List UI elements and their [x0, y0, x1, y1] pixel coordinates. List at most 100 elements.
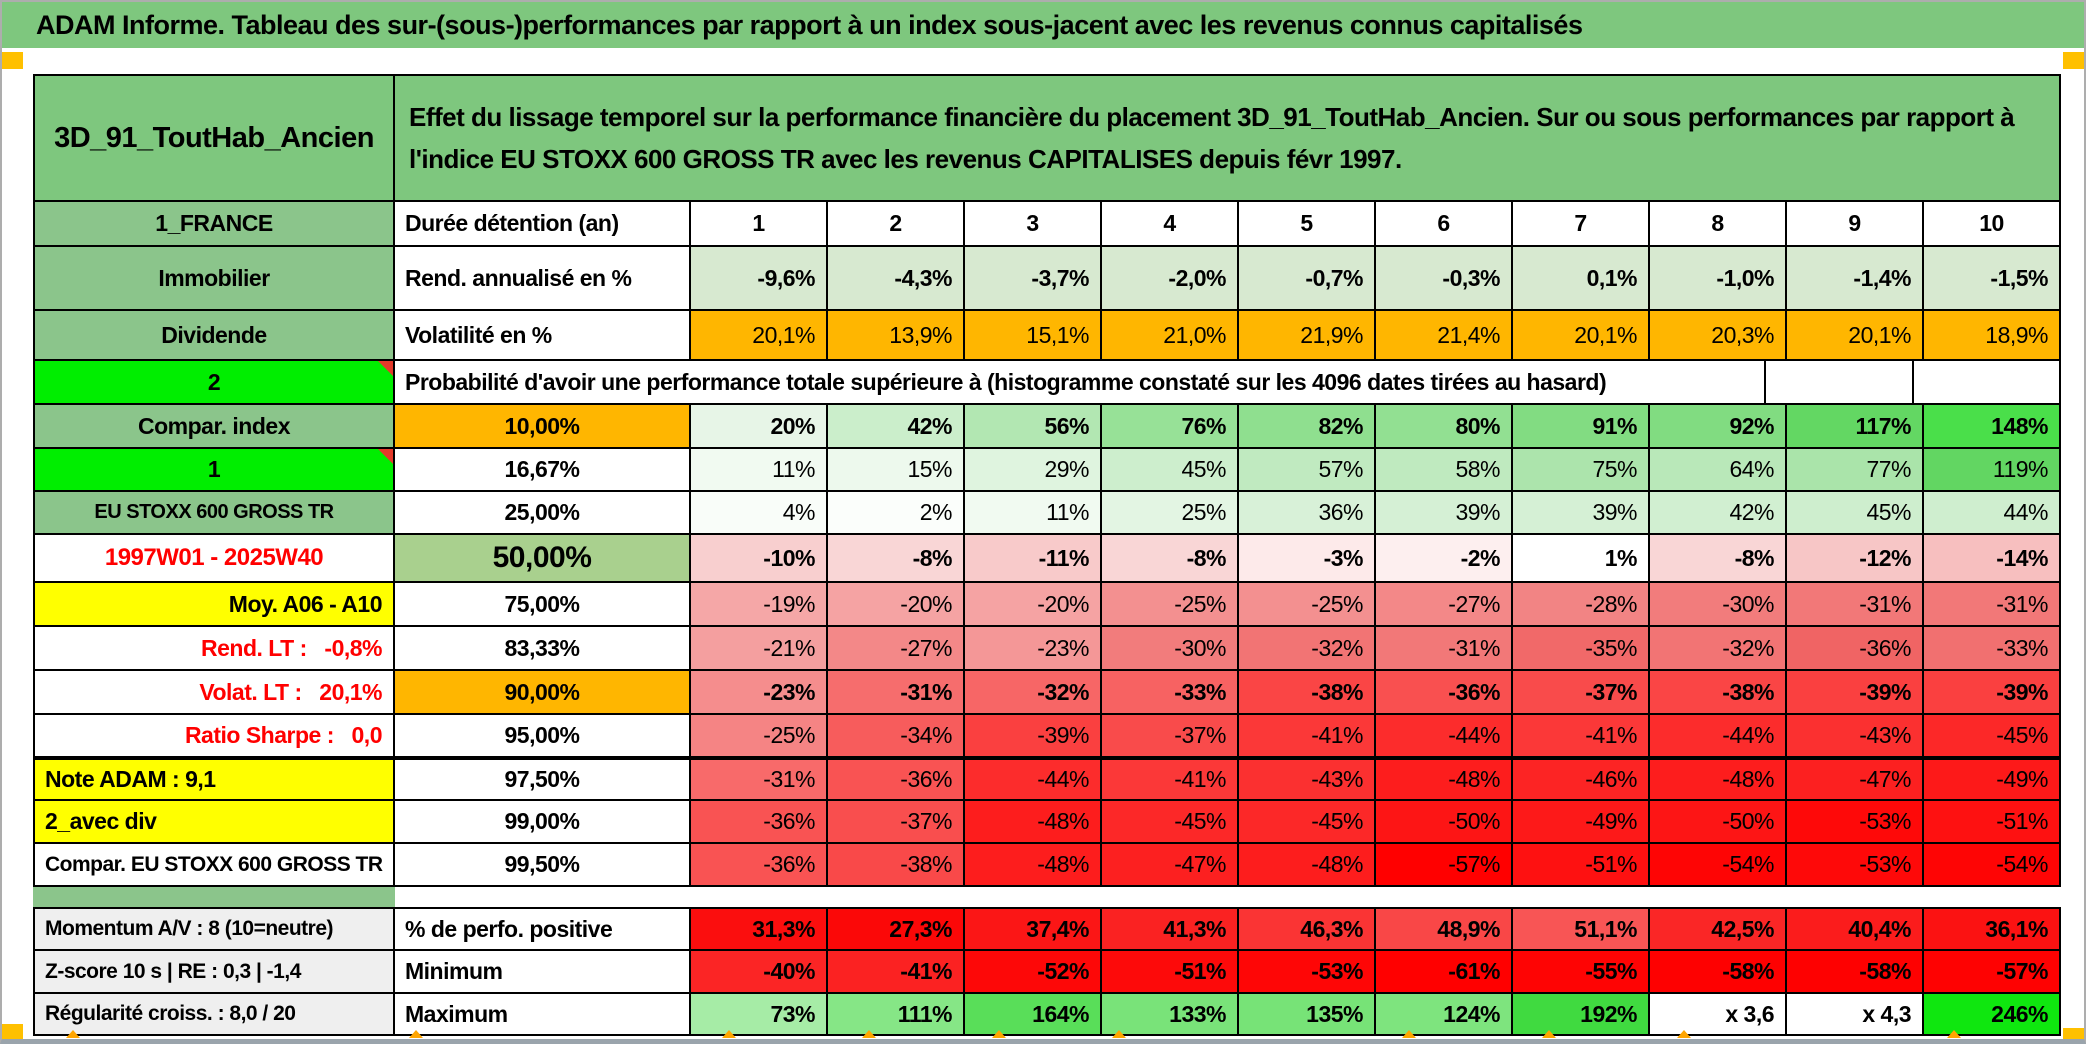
row-sublabel-cell-r10[interactable]: 90,00% — [395, 671, 691, 715]
data-cell-r9-c6[interactable]: -31% — [1376, 627, 1513, 671]
data-cell-r17-c2[interactable]: -41% — [828, 951, 965, 994]
data-cell-r8-c8[interactable]: -30% — [1650, 583, 1787, 627]
row-sublabel-cell-r13[interactable]: 99,00% — [395, 801, 691, 844]
row-label-cell-r1[interactable]: Immobilier — [33, 247, 395, 311]
row-sublabel-cell-r12[interactable]: 97,50% — [395, 760, 691, 801]
row-label-cell-r7[interactable]: 1997W01 - 2025W40 — [33, 535, 395, 583]
data-cell-r8-c7[interactable]: -28% — [1513, 583, 1650, 627]
data-cell-r6-c1[interactable]: 4% — [691, 492, 828, 535]
data-cell-r10-c8[interactable]: -38% — [1650, 671, 1787, 715]
row-sublabel-cell-r9[interactable]: 83,33% — [395, 627, 691, 671]
data-cell-r5-c1[interactable]: 11% — [691, 449, 828, 492]
data-cell-r1-c7[interactable]: 0,1% — [1513, 247, 1650, 311]
data-cell-r18-c1[interactable]: 73% — [691, 994, 828, 1036]
data-cell-r17-c3[interactable]: -52% — [965, 951, 1102, 994]
data-cell-r8-c4[interactable]: -25% — [1102, 583, 1239, 627]
data-cell-r6-c8[interactable]: 42% — [1650, 492, 1787, 535]
data-cell-r9-c10[interactable]: -33% — [1924, 627, 2061, 671]
row-label-cell-r18[interactable]: Régularité croiss. : 8,0 / 20 — [33, 994, 395, 1036]
data-cell-r9-c9[interactable]: -36% — [1787, 627, 1924, 671]
data-cell-r5-c7[interactable]: 75% — [1513, 449, 1650, 492]
row-sublabel-cell-r17[interactable]: Minimum — [395, 951, 691, 994]
data-cell-r13-c8[interactable]: -50% — [1650, 801, 1787, 844]
data-cell-r0-c1[interactable]: 1 — [691, 202, 828, 247]
data-cell-r7-c10[interactable]: -14% — [1924, 535, 2061, 583]
data-cell-r13-c3[interactable]: -48% — [965, 801, 1102, 844]
row-label-cell-r12[interactable]: Note ADAM : 9,1 — [33, 760, 395, 801]
data-cell-r10-c10[interactable]: -39% — [1924, 671, 2061, 715]
data-cell-r7-c4[interactable]: -8% — [1102, 535, 1239, 583]
row-sublabel-cell-r6[interactable]: 25,00% — [395, 492, 691, 535]
row-sublabel-cell-r14[interactable]: 99,50% — [395, 844, 691, 887]
data-cell-r14-c8[interactable]: -54% — [1650, 844, 1787, 887]
data-cell-r16-c9[interactable]: 40,4% — [1787, 909, 1924, 951]
row-label-cell-r11[interactable]: Ratio Sharpe : 0,0 — [33, 715, 395, 758]
row-label-cell-r2[interactable]: Dividende — [33, 311, 395, 361]
sheet-code-cell[interactable]: 3D_91_ToutHab_Ancien — [33, 74, 395, 202]
data-cell-r13-c4[interactable]: -45% — [1102, 801, 1239, 844]
data-cell-r6-c9[interactable]: 45% — [1787, 492, 1924, 535]
data-cell-r2-c10[interactable]: 18,9% — [1924, 311, 2061, 361]
data-cell-r5-c3[interactable]: 29% — [965, 449, 1102, 492]
data-cell-r18-c10[interactable]: 246% — [1924, 994, 2061, 1036]
data-cell-r6-c7[interactable]: 39% — [1513, 492, 1650, 535]
data-cell-r6-c6[interactable]: 39% — [1376, 492, 1513, 535]
data-cell-r17-c5[interactable]: -53% — [1239, 951, 1376, 994]
data-cell-r2-c3[interactable]: 15,1% — [965, 311, 1102, 361]
row-label-cell-r5[interactable]: 1 — [33, 449, 395, 492]
row-label-cell-r14[interactable]: Compar. EU STOXX 600 GROSS TR — [33, 844, 395, 887]
row-sublabel-cell-r8[interactable]: 75,00% — [395, 583, 691, 627]
data-cell-r12-c5[interactable]: -43% — [1239, 760, 1376, 801]
data-cell-r4-c4[interactable]: 76% — [1102, 405, 1239, 449]
data-cell-r8-c1[interactable]: -19% — [691, 583, 828, 627]
row-label-cell-r17[interactable]: Z-score 10 s | RE : 0,3 | -1,4 — [33, 951, 395, 994]
data-cell-r4-c6[interactable]: 80% — [1376, 405, 1513, 449]
data-cell-r12-c9[interactable]: -47% — [1787, 760, 1924, 801]
data-cell-r18-c5[interactable]: 135% — [1239, 994, 1376, 1036]
data-cell-r11-c9[interactable]: -43% — [1787, 715, 1924, 758]
data-cell-r0-c2[interactable]: 2 — [828, 202, 965, 247]
data-cell-r17-c1[interactable]: -40% — [691, 951, 828, 994]
data-cell-r5-c8[interactable]: 64% — [1650, 449, 1787, 492]
data-cell-r12-c4[interactable]: -41% — [1102, 760, 1239, 801]
data-cell-r17-c7[interactable]: -55% — [1513, 951, 1650, 994]
data-cell-r7-c3[interactable]: -11% — [965, 535, 1102, 583]
data-cell-r7-c5[interactable]: -3% — [1239, 535, 1376, 583]
data-cell-r10-c9[interactable]: -39% — [1787, 671, 1924, 715]
data-cell-r10-c6[interactable]: -36% — [1376, 671, 1513, 715]
data-cell-r6-c4[interactable]: 25% — [1102, 492, 1239, 535]
data-cell-r3-c2[interactable] — [1913, 361, 2062, 405]
data-cell-r7-c8[interactable]: -8% — [1650, 535, 1787, 583]
data-cell-r2-c2[interactable]: 13,9% — [828, 311, 965, 361]
data-cell-r18-c8[interactable]: x 3,6 — [1650, 994, 1787, 1036]
data-cell-r0-c7[interactable]: 7 — [1513, 202, 1650, 247]
data-cell-r6-c2[interactable]: 2% — [828, 492, 965, 535]
data-cell-r16-c3[interactable]: 37,4% — [965, 909, 1102, 951]
data-cell-r17-c8[interactable]: -58% — [1650, 951, 1787, 994]
data-cell-r14-c3[interactable]: -48% — [965, 844, 1102, 887]
data-cell-r4-c1[interactable]: 20% — [691, 405, 828, 449]
data-cell-r9-c1[interactable]: -21% — [691, 627, 828, 671]
data-cell-r9-c7[interactable]: -35% — [1513, 627, 1650, 671]
data-cell-r0-c3[interactable]: 3 — [965, 202, 1102, 247]
data-cell-r11-c5[interactable]: -41% — [1239, 715, 1376, 758]
data-cell-r2-c1[interactable]: 20,1% — [691, 311, 828, 361]
data-cell-r8-c10[interactable]: -31% — [1924, 583, 2061, 627]
data-cell-r5-c10[interactable]: 119% — [1924, 449, 2061, 492]
row-label-cell-r4[interactable]: Compar. index — [33, 405, 395, 449]
data-cell-r5-c4[interactable]: 45% — [1102, 449, 1239, 492]
merged-span-cell-r3[interactable]: Probabilité d'avoir une performance tota… — [395, 361, 1767, 405]
data-cell-r12-c8[interactable]: -48% — [1650, 760, 1787, 801]
data-cell-r7-c7[interactable]: 1% — [1513, 535, 1650, 583]
row-label-cell-r0[interactable]: 1_FRANCE — [33, 202, 395, 247]
data-cell-r4-c5[interactable]: 82% — [1239, 405, 1376, 449]
row-label-cell-r15[interactable] — [33, 887, 395, 907]
data-cell-r1-c10[interactable]: -1,5% — [1924, 247, 2061, 311]
row-sublabel-cell-r0[interactable]: Durée détention (an) — [395, 202, 691, 247]
row-label-cell-r13[interactable]: 2_avec div — [33, 801, 395, 844]
data-cell-r9-c2[interactable]: -27% — [828, 627, 965, 671]
row-label-cell-r6[interactable]: EU STOXX 600 GROSS TR — [33, 492, 395, 535]
data-cell-r14-c2[interactable]: -38% — [828, 844, 965, 887]
data-cell-r1-c2[interactable]: -4,3% — [828, 247, 965, 311]
data-cell-r7-c9[interactable]: -12% — [1787, 535, 1924, 583]
